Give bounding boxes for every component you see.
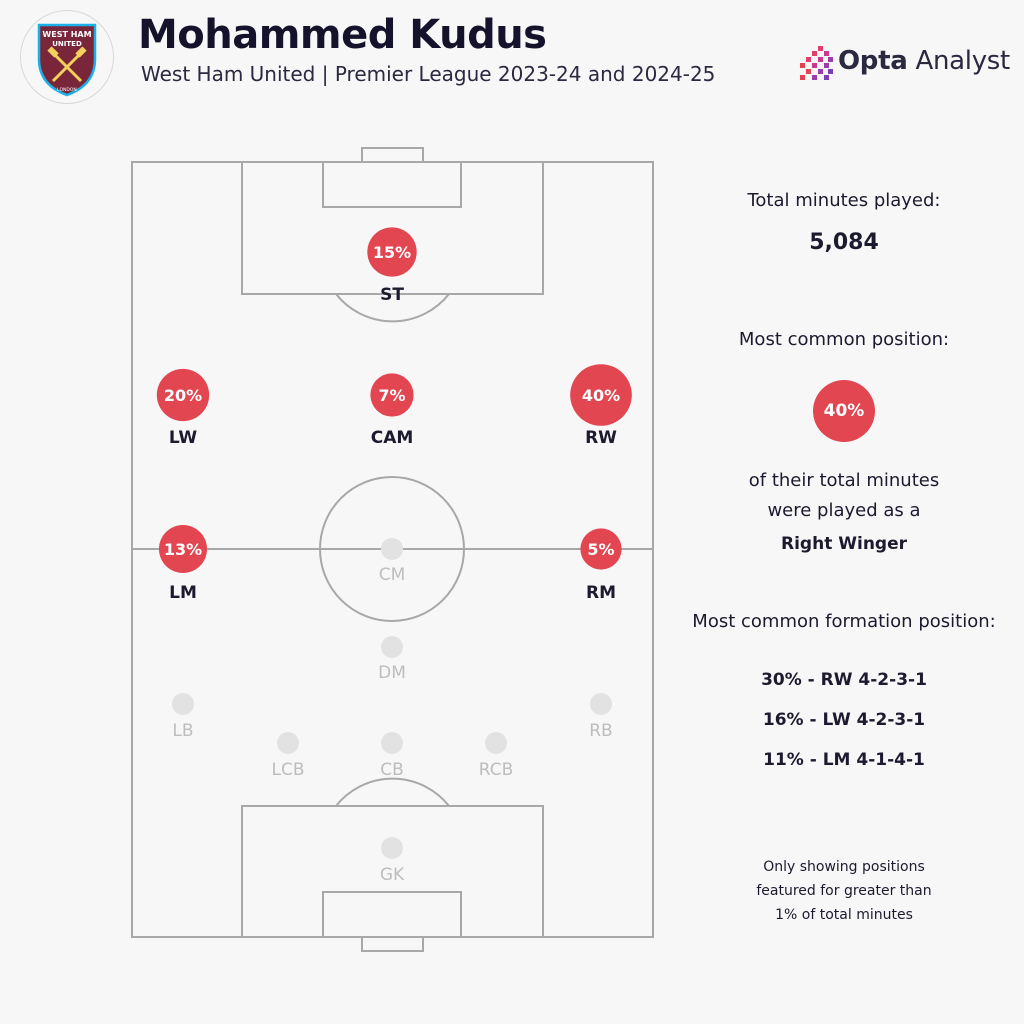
most-common-label: Most common position: xyxy=(738,329,950,350)
formation-list: 30% - RW 4-2-3-1 16% - LW 4-2-3-1 11% - … xyxy=(684,670,1004,790)
total-minutes-label: Total minutes played: xyxy=(747,190,941,211)
position-marker-lm xyxy=(158,524,208,574)
position-value-cam: 7% xyxy=(378,386,405,405)
footnote: Only showing positions featured for grea… xyxy=(684,855,1004,927)
top-six-yard-box xyxy=(322,161,462,208)
position-label-cb: CB xyxy=(380,760,404,780)
page-title: Mohammed Kudus xyxy=(138,12,547,58)
position-marks: 15% ST 20% LW 7% CAM 40% RW 13% LM CM 5% RM DM LB RB LCB… xyxy=(156,227,632,885)
position-marker-lw xyxy=(156,368,210,422)
footnote-line: featured for greater than xyxy=(756,883,932,899)
crest-text-bottom: LONDON xyxy=(57,87,77,93)
position-marker-cam xyxy=(370,373,414,417)
bottom-penalty-arc xyxy=(335,777,450,807)
position-value-rw: 40% xyxy=(582,386,620,405)
footnote-line: Only showing positions xyxy=(763,859,925,875)
formation-item: 16% - LW 4-2-3-1 xyxy=(762,710,926,730)
formation-label: Most common formation position: xyxy=(692,611,996,632)
position-marker-rm xyxy=(580,528,622,570)
position-label-rcb: RCB xyxy=(479,760,514,780)
pitch-lines xyxy=(131,147,654,952)
brand-name: Opta Analyst xyxy=(838,46,1010,76)
centre-circle xyxy=(319,476,465,622)
position-label-lm: LM xyxy=(169,583,197,603)
position-label-cam: CAM xyxy=(371,428,414,448)
crest-text-mid: UNITED xyxy=(52,40,82,48)
desc-line2: were played as a xyxy=(767,500,921,521)
position-marker-dm xyxy=(381,636,403,658)
position-label-lw: LW xyxy=(169,428,198,448)
position-label-rb: RB xyxy=(589,721,612,741)
position-label-gk: GK xyxy=(380,865,405,885)
total-minutes-value: 5,084 xyxy=(809,230,879,255)
position-label-cm: CM xyxy=(379,565,406,585)
top-goal xyxy=(361,147,424,163)
desc-line1: of their total minutes xyxy=(748,470,940,491)
club-crest: WEST HAM UNITED LONDON xyxy=(20,10,114,104)
page-subtitle: West Ham United | Premier League 2023-24… xyxy=(141,62,716,86)
most-common-pct-badge: 40% xyxy=(813,380,875,442)
position-label-lb: LB xyxy=(172,721,193,741)
brand-bold: Opta xyxy=(838,46,908,76)
position-marker-cm xyxy=(381,538,403,560)
footnote-line: 1% of total minutes xyxy=(775,907,913,923)
formation-item: 30% - RW 4-2-3-1 xyxy=(761,670,927,690)
brand-light: Analyst xyxy=(915,46,1010,76)
most-common-position-name: Right Winger xyxy=(781,534,907,554)
position-marker-lcb xyxy=(277,732,299,754)
position-marker-rcb xyxy=(485,732,507,754)
position-value-st: 15% xyxy=(373,243,411,262)
crest-text-top: WEST HAM xyxy=(42,30,91,39)
position-label-st: ST xyxy=(380,285,404,305)
position-label-dm: DM xyxy=(378,663,406,683)
opta-logo-icon xyxy=(800,46,833,80)
top-penalty-arc xyxy=(335,293,450,323)
position-label-lcb: LCB xyxy=(271,760,304,780)
bottom-goal xyxy=(361,936,424,952)
position-value-rm: 5% xyxy=(587,540,614,559)
bottom-six-yard-box xyxy=(322,891,462,938)
crest-icon: WEST HAM UNITED LONDON xyxy=(37,23,97,97)
position-label-rm: RM xyxy=(586,583,616,603)
position-marker-rb xyxy=(590,693,612,715)
position-value-lm: 13% xyxy=(164,540,202,559)
position-marker-lb xyxy=(172,693,194,715)
position-label-rw: RW xyxy=(585,428,617,448)
position-marker-st xyxy=(367,227,417,277)
position-marker-rw xyxy=(570,364,632,426)
position-value-lw: 20% xyxy=(164,386,202,405)
formation-item: 11% - LM 4-1-4-1 xyxy=(763,750,925,770)
position-marker-gk xyxy=(381,837,403,859)
position-marker-cb xyxy=(381,732,403,754)
pitch-chart: 15% ST 20% LW 7% CAM 40% RW 13% LM CM 5% RM DM LB RB LCB… xyxy=(131,147,654,952)
